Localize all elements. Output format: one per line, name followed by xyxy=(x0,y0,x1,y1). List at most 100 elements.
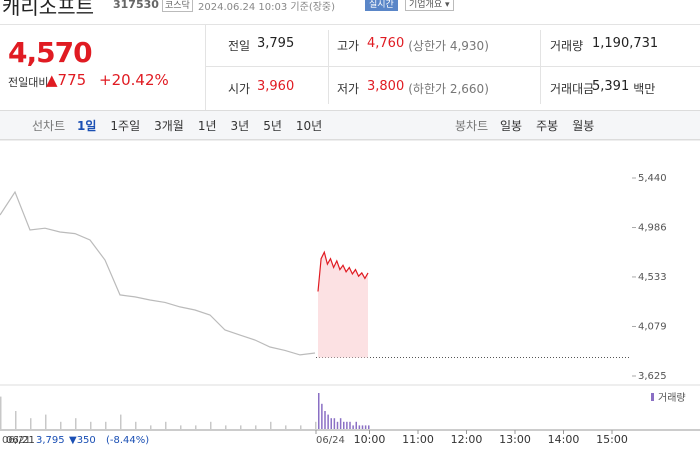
realtime-button[interactable]: 실시간 xyxy=(365,0,398,11)
volume-bar xyxy=(195,425,197,429)
volume-bar xyxy=(327,414,329,429)
x-tick-label: 06/21 xyxy=(2,435,31,446)
volume-bar xyxy=(210,421,212,429)
cell-note: (상한가 4,930) xyxy=(408,39,489,53)
market-badge: 코스닥 xyxy=(162,0,193,12)
separator xyxy=(540,30,541,104)
change-label: 전일대비 xyxy=(8,76,49,89)
volume-bar xyxy=(225,425,227,429)
cell-value: 4,760 xyxy=(367,36,405,51)
period-tab[interactable]: 10년 xyxy=(295,119,323,133)
volume-bar xyxy=(343,421,345,429)
separator xyxy=(328,30,329,104)
volume-bar xyxy=(318,393,320,429)
volume-bar xyxy=(364,425,367,429)
x-tick-label: 12:00 xyxy=(451,433,483,446)
volume-bar xyxy=(15,411,17,429)
volume-bar xyxy=(324,411,326,429)
cell-label: 전일 xyxy=(228,39,251,53)
volume-bar xyxy=(336,421,339,429)
y-tick-label: 5,440 xyxy=(638,173,667,184)
volume-bar xyxy=(165,421,167,429)
candle-tab[interactable]: 월봉 xyxy=(572,119,595,133)
change: ▲775 xyxy=(46,71,87,89)
quote-time: 2024.06.24 10:03 기준(장중) xyxy=(198,2,336,13)
volume-bar xyxy=(45,414,47,429)
cell-value: 3,800 xyxy=(367,79,405,94)
overview-text: 기업개요 xyxy=(409,0,443,10)
current-price: 4,570 xyxy=(8,36,93,69)
stock-name: 캐리소프트 xyxy=(2,0,94,19)
x-tick-label: 14:00 xyxy=(548,433,580,446)
x-tick-label: 11:00 xyxy=(402,433,434,446)
change-pct: +20.42% xyxy=(99,71,169,89)
volume-bar xyxy=(330,418,332,429)
tab-group-label: 선차트 xyxy=(32,119,66,133)
overview-button[interactable]: 기업개요 ▾ xyxy=(405,0,454,11)
cell-label: 시가 xyxy=(228,82,251,96)
x-tick-label: 15:00 xyxy=(596,433,628,446)
summary-date: 06/21 xyxy=(6,435,35,446)
cell-label: 저가 xyxy=(337,82,360,96)
volume-bar xyxy=(349,421,351,429)
cell-label: 거래대금 xyxy=(550,82,595,96)
volume-bar xyxy=(339,418,342,429)
summary-close: 3,795 xyxy=(36,435,65,446)
cell-label: 거래량 xyxy=(550,39,584,53)
volume-bar xyxy=(285,425,287,429)
cell-value: 3,960 xyxy=(257,79,295,94)
volume-bar xyxy=(270,421,272,429)
volume-bar xyxy=(333,418,336,429)
y-tick-label: 4,533 xyxy=(638,272,667,283)
volume-legend-swatch xyxy=(651,393,654,401)
period-tab[interactable]: 1일 xyxy=(77,119,97,133)
period-tab[interactable]: 5년 xyxy=(263,119,282,133)
price-line xyxy=(0,190,316,356)
y-tick-label: 3,625 xyxy=(638,371,667,382)
period-tab[interactable]: 3년 xyxy=(230,119,250,133)
cell-value: 5,391 xyxy=(592,79,630,94)
volume-bar xyxy=(321,403,323,429)
volume-bar xyxy=(346,421,348,429)
volume-bar xyxy=(355,421,357,429)
volume-legend: 거래량 xyxy=(658,392,686,404)
summary-change: ▼350 xyxy=(69,435,96,446)
tab-group-label: 봉차트 xyxy=(455,119,489,133)
x-tick-label: 10:00 xyxy=(354,433,386,446)
y-tick-label: 4,079 xyxy=(638,321,667,332)
y-tick-label: 4,986 xyxy=(638,223,667,234)
volume-bar xyxy=(105,421,107,429)
volume-bar xyxy=(150,425,152,429)
period-tab[interactable]: 1주일 xyxy=(110,119,141,133)
cell-unit: 백만 xyxy=(633,82,656,96)
summary-pct: (-8.44%) xyxy=(106,435,149,446)
separator xyxy=(205,66,700,67)
volume-bar xyxy=(368,425,370,429)
cell-value: 1,190,731 xyxy=(592,36,659,51)
period-tab[interactable]: 3개월 xyxy=(154,119,184,133)
volume-bar xyxy=(180,425,182,429)
tab-bar xyxy=(0,110,700,140)
chart: 5,440 4,986 4,533 4,079 3,625 거래량 06/21 06/24 10… xyxy=(0,140,700,446)
cell-value: 3,795 xyxy=(257,36,295,51)
volume-bar xyxy=(135,421,137,429)
volume-bar xyxy=(120,414,122,429)
volume-bar xyxy=(352,425,354,429)
volume-bar xyxy=(90,421,92,429)
volume-bar xyxy=(361,425,364,429)
volume-bar xyxy=(0,396,2,429)
volume-bar xyxy=(315,421,317,429)
candle-tab[interactable]: 주봉 xyxy=(536,119,559,133)
period-tab[interactable]: 1년 xyxy=(197,119,217,133)
stock-code: 317530 xyxy=(113,0,159,11)
x-tick-label: 13:00 xyxy=(499,433,531,446)
volume-bar xyxy=(60,421,62,429)
volume-bar xyxy=(240,425,242,429)
x-tick-label: 06/24 xyxy=(316,435,345,446)
cell-note: (하한가 2,660) xyxy=(408,82,489,96)
separator xyxy=(205,24,206,110)
candle-tab[interactable]: 일봉 xyxy=(500,119,523,133)
cell-label: 고가 xyxy=(337,39,360,53)
volume-bar xyxy=(30,418,32,429)
